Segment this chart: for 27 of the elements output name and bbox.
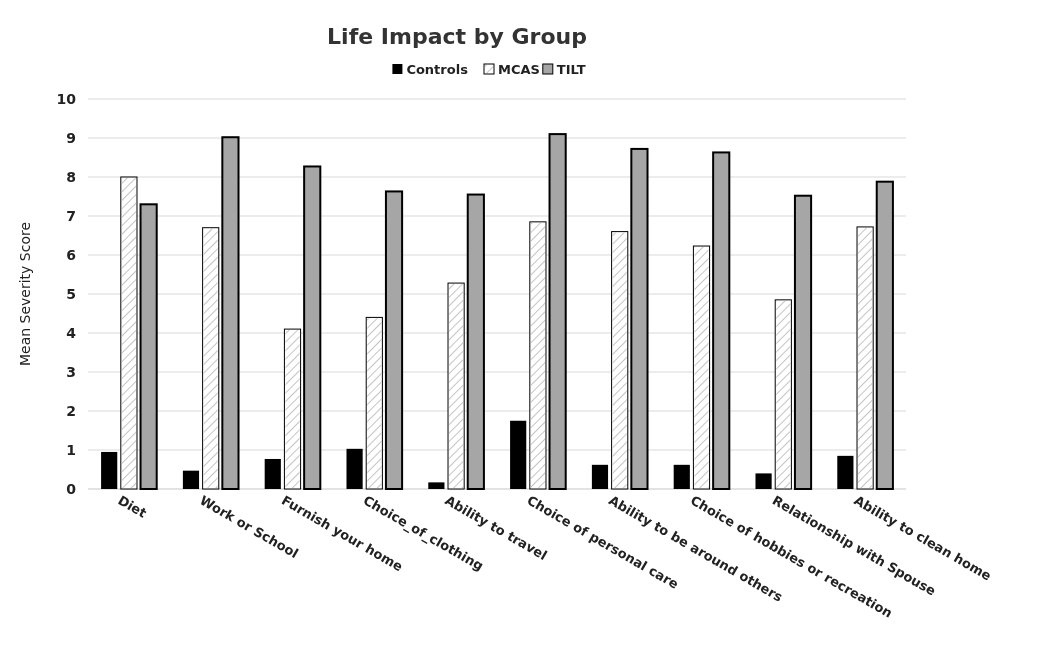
y-tick-label: 1 — [66, 441, 76, 458]
y-tick-label: 7 — [66, 207, 76, 224]
bar — [755, 473, 772, 489]
bar — [673, 464, 690, 489]
y-tick-label: 3 — [66, 363, 76, 380]
y-tick-label: 4 — [66, 324, 77, 341]
legend-label: TILT — [556, 62, 586, 77]
y-tick-label: 5 — [66, 285, 76, 302]
y-tick-label: 8 — [66, 168, 76, 185]
y-tick-label: 10 — [56, 90, 77, 107]
bar — [510, 420, 527, 489]
y-axis-title: Mean Severity Score — [17, 221, 33, 367]
y-tick-label: 0 — [66, 480, 77, 497]
bar — [346, 448, 363, 489]
bar — [101, 451, 118, 489]
bar — [428, 482, 445, 489]
chart-title: Life Impact by Group — [327, 24, 587, 49]
legend-label: Controls — [406, 62, 469, 77]
y-tick-label: 9 — [66, 129, 76, 146]
bar — [182, 470, 200, 489]
bar — [264, 458, 281, 489]
y-tick-label: 2 — [66, 402, 76, 419]
bar — [303, 165, 322, 490]
bar — [837, 455, 854, 489]
legend-label: MCAS — [498, 62, 540, 77]
y-tick-label: 6 — [66, 246, 76, 263]
bar — [591, 464, 609, 489]
